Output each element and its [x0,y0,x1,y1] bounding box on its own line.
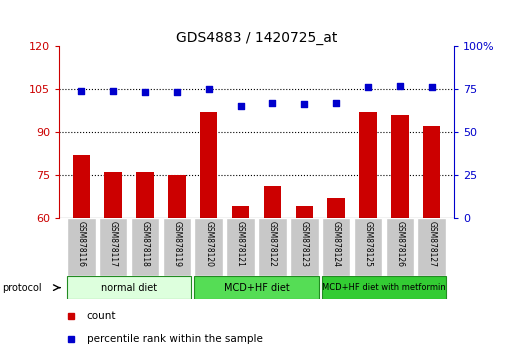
Text: protocol: protocol [3,282,42,293]
Point [236,103,245,109]
Point [396,83,404,88]
Bar [359,112,377,218]
Text: GSM878125: GSM878125 [364,221,372,267]
Title: GDS4883 / 1420725_at: GDS4883 / 1420725_at [176,31,337,45]
Bar [290,218,319,276]
Bar [232,206,249,218]
Point [109,88,117,93]
Bar [353,218,382,276]
Bar [264,186,281,218]
Text: MCD+HF diet: MCD+HF diet [224,282,289,293]
Point [332,100,340,105]
Bar [131,218,160,276]
Bar [194,218,223,276]
Text: GSM878116: GSM878116 [77,221,86,267]
Point [300,102,308,107]
Point [173,90,181,95]
Bar [258,218,287,276]
Point [141,90,149,95]
Text: GSM878120: GSM878120 [204,221,213,267]
Text: GSM878127: GSM878127 [427,221,436,267]
Text: GSM878119: GSM878119 [172,221,182,267]
Bar [423,126,441,218]
Point [268,100,277,105]
Bar [99,218,128,276]
Text: GSM878123: GSM878123 [300,221,309,267]
Text: GSM878122: GSM878122 [268,221,277,267]
Bar [322,276,446,299]
Text: GSM878121: GSM878121 [236,221,245,267]
Bar [385,218,414,276]
Point [77,88,85,93]
Text: normal diet: normal diet [101,282,157,293]
Bar [295,206,313,218]
Text: count: count [87,311,116,321]
Text: GSM878124: GSM878124 [331,221,341,267]
Text: GSM878118: GSM878118 [141,221,149,267]
Bar [200,112,218,218]
Text: GSM878117: GSM878117 [109,221,117,267]
Text: GSM878126: GSM878126 [396,221,404,267]
Point [364,84,372,90]
Bar [226,218,255,276]
Bar [391,115,409,218]
Bar [168,175,186,218]
Text: percentile rank within the sample: percentile rank within the sample [87,333,263,343]
Bar [418,218,446,276]
Bar [327,198,345,218]
Bar [322,218,350,276]
Bar [194,276,319,299]
Bar [104,172,122,218]
Bar [136,172,154,218]
Bar [72,155,90,218]
Bar [67,218,95,276]
Bar [163,218,191,276]
Text: MCD+HF diet with metformin: MCD+HF diet with metformin [322,283,446,292]
Bar [67,276,191,299]
Point [428,84,436,90]
Point [205,86,213,92]
